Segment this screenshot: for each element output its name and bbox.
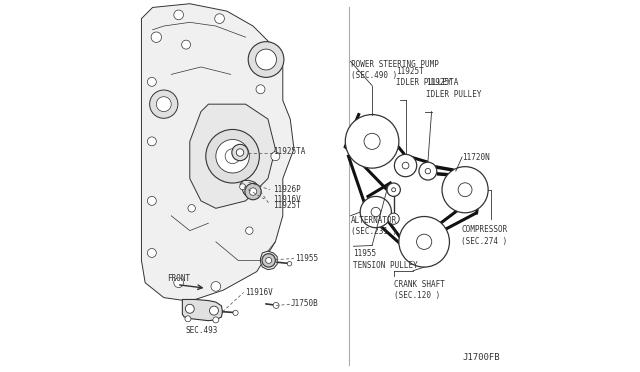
Circle shape	[371, 207, 381, 217]
Circle shape	[182, 40, 191, 49]
Circle shape	[399, 217, 449, 267]
Circle shape	[151, 32, 161, 42]
Circle shape	[174, 10, 184, 20]
Circle shape	[213, 317, 219, 323]
Text: 11955: 11955	[294, 254, 318, 263]
Text: 11925T: 11925T	[273, 201, 301, 210]
Circle shape	[209, 306, 218, 315]
Text: FRONT: FRONT	[168, 274, 191, 283]
Text: J1700FB: J1700FB	[463, 353, 500, 362]
Polygon shape	[182, 299, 223, 321]
Text: 11916V: 11916V	[245, 288, 273, 297]
Circle shape	[206, 129, 259, 183]
Circle shape	[273, 302, 279, 308]
Circle shape	[458, 183, 472, 197]
Circle shape	[346, 115, 399, 168]
Circle shape	[216, 140, 250, 173]
Circle shape	[150, 90, 178, 118]
Text: 11925T
IDLER PULLEY: 11925T IDLER PULLEY	[396, 67, 452, 87]
Circle shape	[394, 154, 417, 177]
Circle shape	[185, 316, 191, 322]
Circle shape	[360, 196, 392, 228]
Text: 11720N: 11720N	[462, 153, 490, 161]
Text: ALTERNATOR
(SEC.231 ): ALTERNATOR (SEC.231 )	[351, 216, 397, 236]
Circle shape	[262, 254, 275, 267]
Circle shape	[147, 77, 156, 86]
Circle shape	[419, 162, 437, 180]
Circle shape	[233, 310, 238, 315]
Text: CRANK SHAFT
(SEC.120 ): CRANK SHAFT (SEC.120 )	[394, 280, 445, 300]
Circle shape	[156, 97, 172, 112]
Circle shape	[211, 282, 221, 291]
Text: 11916V: 11916V	[273, 195, 301, 204]
Circle shape	[287, 262, 292, 266]
Circle shape	[402, 162, 409, 169]
Circle shape	[364, 133, 380, 150]
Circle shape	[188, 205, 195, 212]
Circle shape	[266, 257, 271, 263]
Text: 11955
TENSION PULLEY: 11955 TENSION PULLEY	[353, 249, 418, 270]
Text: SEC.493: SEC.493	[186, 326, 218, 335]
Circle shape	[215, 14, 225, 23]
Polygon shape	[240, 180, 259, 198]
Circle shape	[392, 188, 396, 192]
Circle shape	[147, 196, 156, 205]
Circle shape	[256, 85, 265, 94]
Circle shape	[186, 304, 195, 313]
Circle shape	[387, 183, 401, 196]
Polygon shape	[141, 4, 294, 301]
Circle shape	[388, 213, 399, 224]
Text: 11925TA: 11925TA	[273, 147, 306, 156]
Circle shape	[239, 184, 246, 190]
Circle shape	[248, 42, 284, 77]
Text: 11926P: 11926P	[273, 185, 301, 194]
Circle shape	[174, 278, 184, 288]
Circle shape	[246, 227, 253, 234]
Polygon shape	[260, 251, 277, 270]
Circle shape	[232, 144, 248, 161]
Circle shape	[271, 152, 280, 161]
Circle shape	[236, 149, 244, 156]
Text: 11925TA
IDLER PULLEY: 11925TA IDLER PULLEY	[426, 78, 481, 99]
Circle shape	[147, 248, 156, 257]
Circle shape	[425, 169, 431, 174]
Text: POWER STEERING PUMP
(SEC.490 ): POWER STEERING PUMP (SEC.490 )	[351, 60, 438, 80]
Circle shape	[442, 167, 488, 213]
Text: J1750B: J1750B	[291, 299, 319, 308]
Circle shape	[245, 183, 261, 200]
Polygon shape	[190, 104, 275, 208]
Circle shape	[147, 137, 156, 146]
Circle shape	[417, 234, 432, 249]
Circle shape	[250, 188, 257, 195]
Circle shape	[225, 149, 240, 164]
Text: COMPRESSOR
(SEC.274 ): COMPRESSOR (SEC.274 )	[461, 225, 508, 246]
Circle shape	[255, 49, 276, 70]
